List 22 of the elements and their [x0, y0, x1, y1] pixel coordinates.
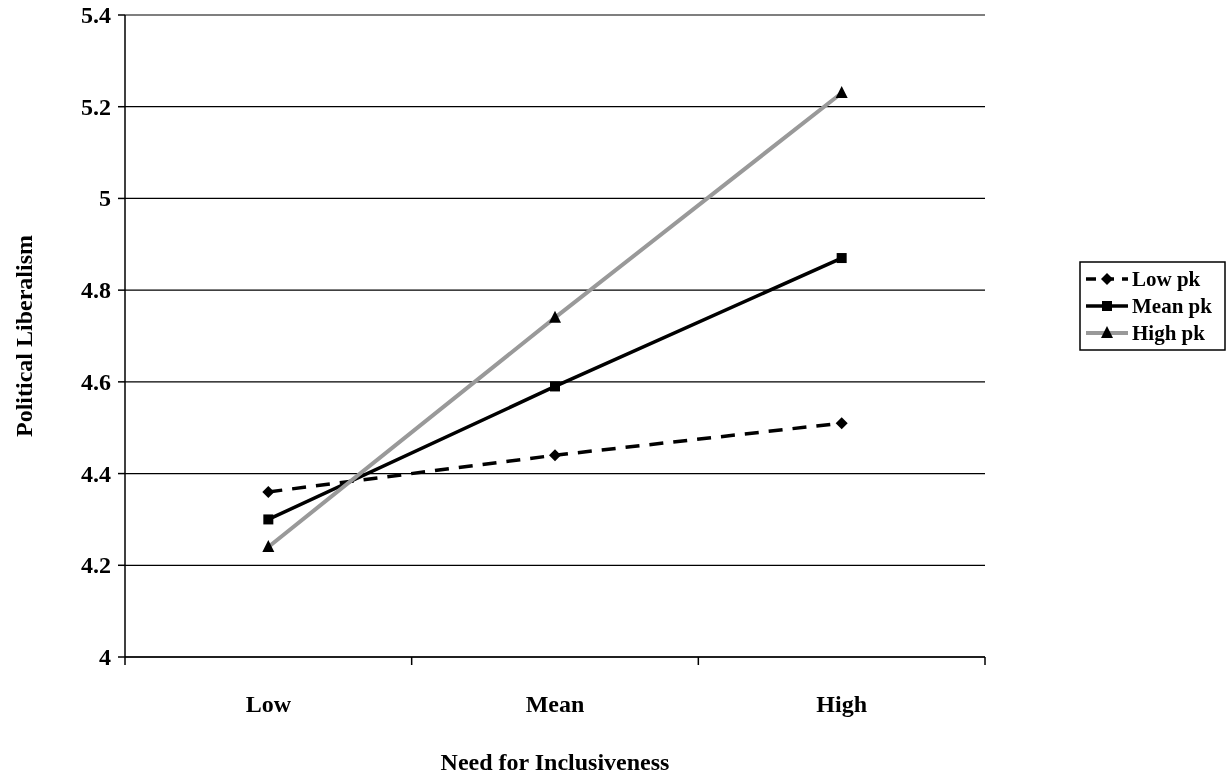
x-tick-label: High [816, 691, 868, 717]
y-tick-label: 4 [99, 644, 111, 670]
point [263, 514, 274, 525]
x-tick-label: Low [245, 691, 292, 717]
y-tick-label: 4.6 [81, 368, 111, 395]
x-axis-title: Need for Inclusiveness [440, 749, 670, 775]
point [550, 381, 560, 392]
legend-label: Mean pk [1132, 294, 1213, 318]
legend-label: Low pk [1132, 267, 1201, 291]
point [835, 417, 848, 430]
x-tick-label: Mean [525, 691, 585, 717]
legend-label: High pk [1132, 321, 1206, 345]
point [836, 253, 847, 264]
y-tick-label: 5.2 [81, 93, 111, 120]
y-tick-label: 5 [99, 185, 111, 212]
y-axis-title: Political Liberalism [11, 235, 37, 437]
y-tick-label: 4.4 [81, 460, 111, 487]
point [262, 485, 275, 498]
y-tick-label: 4.8 [81, 277, 111, 304]
point [549, 449, 561, 462]
y-tick-label: 4.2 [81, 552, 111, 579]
y-tick-label: 5.4 [81, 2, 111, 28]
